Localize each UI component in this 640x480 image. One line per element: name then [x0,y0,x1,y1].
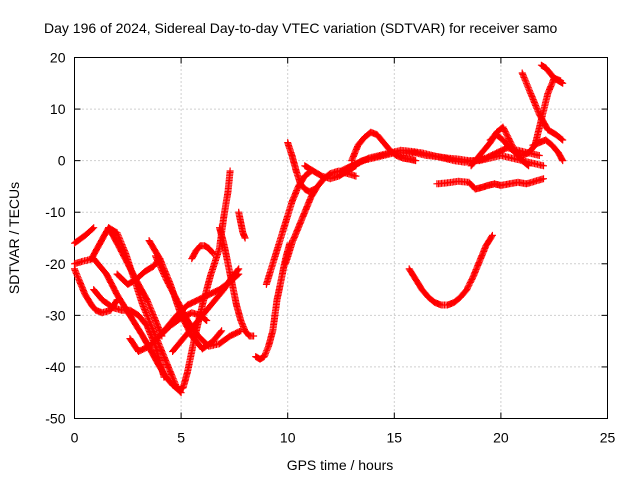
series-track-13 [188,242,217,263]
point-markers [90,286,168,381]
x-tick-label: 15 [387,430,403,446]
axis-ticks: 0 5 10 15 20 25 -50 -40 -30 -20 -10 0 10 20 [45,50,615,446]
point-markers [405,231,496,309]
y-axis-title: SDTVAR / TECUs [6,182,22,294]
series-track-24 [433,175,547,193]
x-tick-label: 10 [280,430,296,446]
series-track-6 [105,224,166,340]
series-track-28 [518,69,567,144]
x-axis-title: GPS time / hours [287,457,394,473]
point-markers [518,69,567,144]
point-markers [284,139,319,196]
point-markers [433,175,547,193]
y-tick-label: -20 [45,256,65,272]
point-markers [537,61,567,87]
point-markers [216,224,258,340]
series-track-5 [90,286,168,381]
series-track-19 [284,139,319,196]
y-tick-label: -30 [45,307,65,323]
point-markers [71,224,98,247]
y-tick-label: -50 [45,411,65,427]
series-track-26 [467,123,533,170]
x-tick-label: 5 [177,430,185,446]
series-track-18 [282,167,360,268]
series-track-1 [71,224,98,247]
y-tick-label: 0 [58,153,66,169]
point-markers [71,167,234,394]
series-track-29 [537,61,567,87]
x-tick-label: 0 [71,430,79,446]
series-track-2 [71,167,234,394]
series-track-30 [529,136,567,165]
y-tick-label: -10 [45,204,65,220]
series-track-15 [235,208,249,242]
x-tick-label: 20 [493,430,509,446]
point-markers [529,136,567,165]
y-tick-label: -40 [45,359,65,375]
y-tick-label: 10 [50,101,66,117]
data-points [71,61,567,397]
point-markers [467,123,533,170]
series-track-23 [348,128,420,165]
y-tick-label: 20 [50,50,66,66]
grid [74,57,608,419]
series-track-14 [216,224,258,340]
point-markers [282,167,360,268]
point-markers [105,224,166,340]
plot-frame [74,57,608,419]
point-markers [262,167,315,288]
x-tick-label: 25 [600,430,616,446]
series-track-17 [262,167,315,288]
point-markers [235,208,249,242]
point-markers [188,242,217,263]
series-track-25 [405,231,496,309]
point-markers [348,128,420,165]
chart-title: Day 196 of 2024, Sidereal Day-to-day VTE… [44,20,557,36]
